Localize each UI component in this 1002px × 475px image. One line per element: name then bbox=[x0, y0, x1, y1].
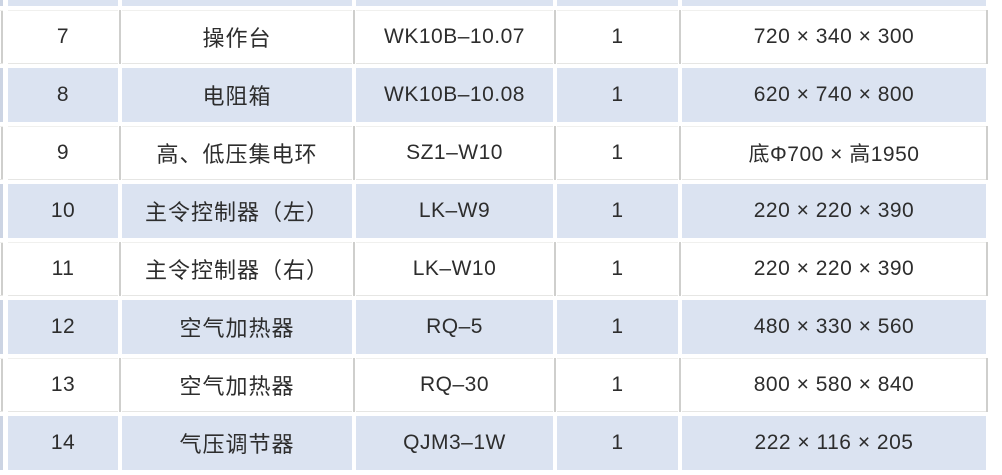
table-row: 9 高、低压集电环 SZ1–W10 1 底Φ700 × 高1950 bbox=[0, 126, 1002, 180]
quantity-cell: 1 bbox=[557, 416, 678, 470]
dimensions-cell: 620 × 740 × 800 bbox=[682, 68, 986, 122]
dimensions-cell: 800 × 580 × 840 bbox=[682, 358, 986, 412]
table-row: 10 主令控制器（左） LK–W9 1 220 × 220 × 390 bbox=[0, 184, 1002, 238]
name-cell: 气压调节器 bbox=[122, 416, 352, 470]
serial-cell: 13 bbox=[8, 358, 118, 412]
cutoff-cell bbox=[0, 358, 3, 412]
page-margin bbox=[988, 416, 1002, 470]
serial-cell: 12 bbox=[8, 300, 118, 354]
table-row: 13 空气加热器 RQ–30 1 800 × 580 × 840 bbox=[0, 358, 1002, 412]
name-cell bbox=[122, 0, 352, 6]
quantity-cell: 1 bbox=[557, 10, 678, 64]
dimensions-cell: 底Φ700 × 高1950 bbox=[682, 126, 986, 180]
column-divider bbox=[352, 242, 356, 296]
column-divider bbox=[553, 126, 557, 180]
dimensions-cell: 220 × 220 × 390 bbox=[682, 242, 986, 296]
column-divider bbox=[118, 358, 122, 412]
table-row: 12 空气加热器 RQ–5 1 480 × 330 × 560 bbox=[0, 300, 1002, 354]
table-body: 7 操作台 WK10B–10.07 1 720 × 340 × 300 8 电阻… bbox=[0, 10, 1002, 470]
quantity-cell: 1 bbox=[557, 184, 678, 238]
page-margin bbox=[988, 0, 1002, 6]
dimensions-cell: 222 × 116 × 205 bbox=[682, 416, 986, 470]
name-cell: 电阻箱 bbox=[122, 68, 352, 122]
name-cell: 主令控制器（左） bbox=[122, 184, 352, 238]
table-right-edge bbox=[986, 10, 988, 64]
model-cell: WK10B–10.07 bbox=[356, 10, 553, 64]
table-right-edge bbox=[986, 126, 988, 180]
page-margin bbox=[988, 10, 1002, 64]
model-cell: LK–W10 bbox=[356, 242, 553, 296]
model-cell: WK10B–10.08 bbox=[356, 68, 553, 122]
table-row: 8 电阻箱 WK10B–10.08 1 620 × 740 × 800 bbox=[0, 68, 1002, 122]
column-divider bbox=[118, 10, 122, 64]
table-right-edge bbox=[986, 242, 988, 296]
model-cell: LK–W9 bbox=[356, 184, 553, 238]
cutoff-cell bbox=[0, 10, 3, 64]
serial-cell: 11 bbox=[8, 242, 118, 296]
table-row: 11 主令控制器（右） LK–W10 1 220 × 220 × 390 bbox=[0, 242, 1002, 296]
column-divider bbox=[352, 126, 356, 180]
cutoff-cell bbox=[0, 242, 3, 296]
name-cell: 空气加热器 bbox=[122, 300, 352, 354]
column-divider bbox=[352, 358, 356, 412]
cutoff-cell bbox=[0, 68, 3, 122]
column-divider bbox=[678, 242, 682, 296]
name-cell: 操作台 bbox=[122, 10, 352, 64]
column-divider bbox=[553, 242, 557, 296]
quantity-cell bbox=[557, 0, 678, 6]
page-margin bbox=[988, 68, 1002, 122]
dimensions-cell bbox=[682, 0, 986, 6]
serial-cell: 14 bbox=[8, 416, 118, 470]
table-row: 14 气压调节器 QJM3–1W 1 222 × 116 × 205 bbox=[0, 416, 1002, 470]
quantity-cell: 1 bbox=[557, 242, 678, 296]
name-cell: 空气加热器 bbox=[122, 358, 352, 412]
column-divider bbox=[118, 126, 122, 180]
page-margin bbox=[988, 358, 1002, 412]
column-divider bbox=[118, 242, 122, 296]
serial-cell: 8 bbox=[8, 68, 118, 122]
column-divider bbox=[678, 10, 682, 64]
serial-cell: 10 bbox=[8, 184, 118, 238]
table-row: 7 操作台 WK10B–10.07 1 720 × 340 × 300 bbox=[0, 10, 1002, 64]
partial-row-top bbox=[0, 0, 1002, 6]
name-cell: 主令控制器（右） bbox=[122, 242, 352, 296]
serial-cell bbox=[8, 0, 118, 6]
cutoff-cell bbox=[0, 0, 3, 6]
dimensions-cell: 720 × 340 × 300 bbox=[682, 10, 986, 64]
dimensions-cell: 220 × 220 × 390 bbox=[682, 184, 986, 238]
serial-cell: 7 bbox=[8, 10, 118, 64]
column-divider bbox=[352, 10, 356, 64]
table-right-edge bbox=[986, 358, 988, 412]
page-margin bbox=[988, 126, 1002, 180]
column-divider bbox=[553, 358, 557, 412]
cutoff-cell bbox=[0, 126, 3, 180]
serial-cell: 9 bbox=[8, 126, 118, 180]
dimensions-cell: 480 × 330 × 560 bbox=[682, 300, 986, 354]
page-margin bbox=[988, 184, 1002, 238]
cutoff-cell bbox=[0, 300, 3, 354]
model-cell: RQ–30 bbox=[356, 358, 553, 412]
quantity-cell: 1 bbox=[557, 68, 678, 122]
quantity-cell: 1 bbox=[557, 126, 678, 180]
model-cell: SZ1–W10 bbox=[356, 126, 553, 180]
model-cell: RQ–5 bbox=[356, 300, 553, 354]
quantity-cell: 1 bbox=[557, 300, 678, 354]
cutoff-cell bbox=[0, 184, 3, 238]
model-cell bbox=[356, 0, 553, 6]
cutoff-cell bbox=[0, 416, 3, 470]
quantity-cell: 1 bbox=[557, 358, 678, 412]
column-divider bbox=[678, 126, 682, 180]
page-margin bbox=[988, 242, 1002, 296]
page-margin bbox=[988, 300, 1002, 354]
column-divider bbox=[678, 358, 682, 412]
column-divider bbox=[553, 10, 557, 64]
model-cell: QJM3–1W bbox=[356, 416, 553, 470]
name-cell: 高、低压集电环 bbox=[122, 126, 352, 180]
